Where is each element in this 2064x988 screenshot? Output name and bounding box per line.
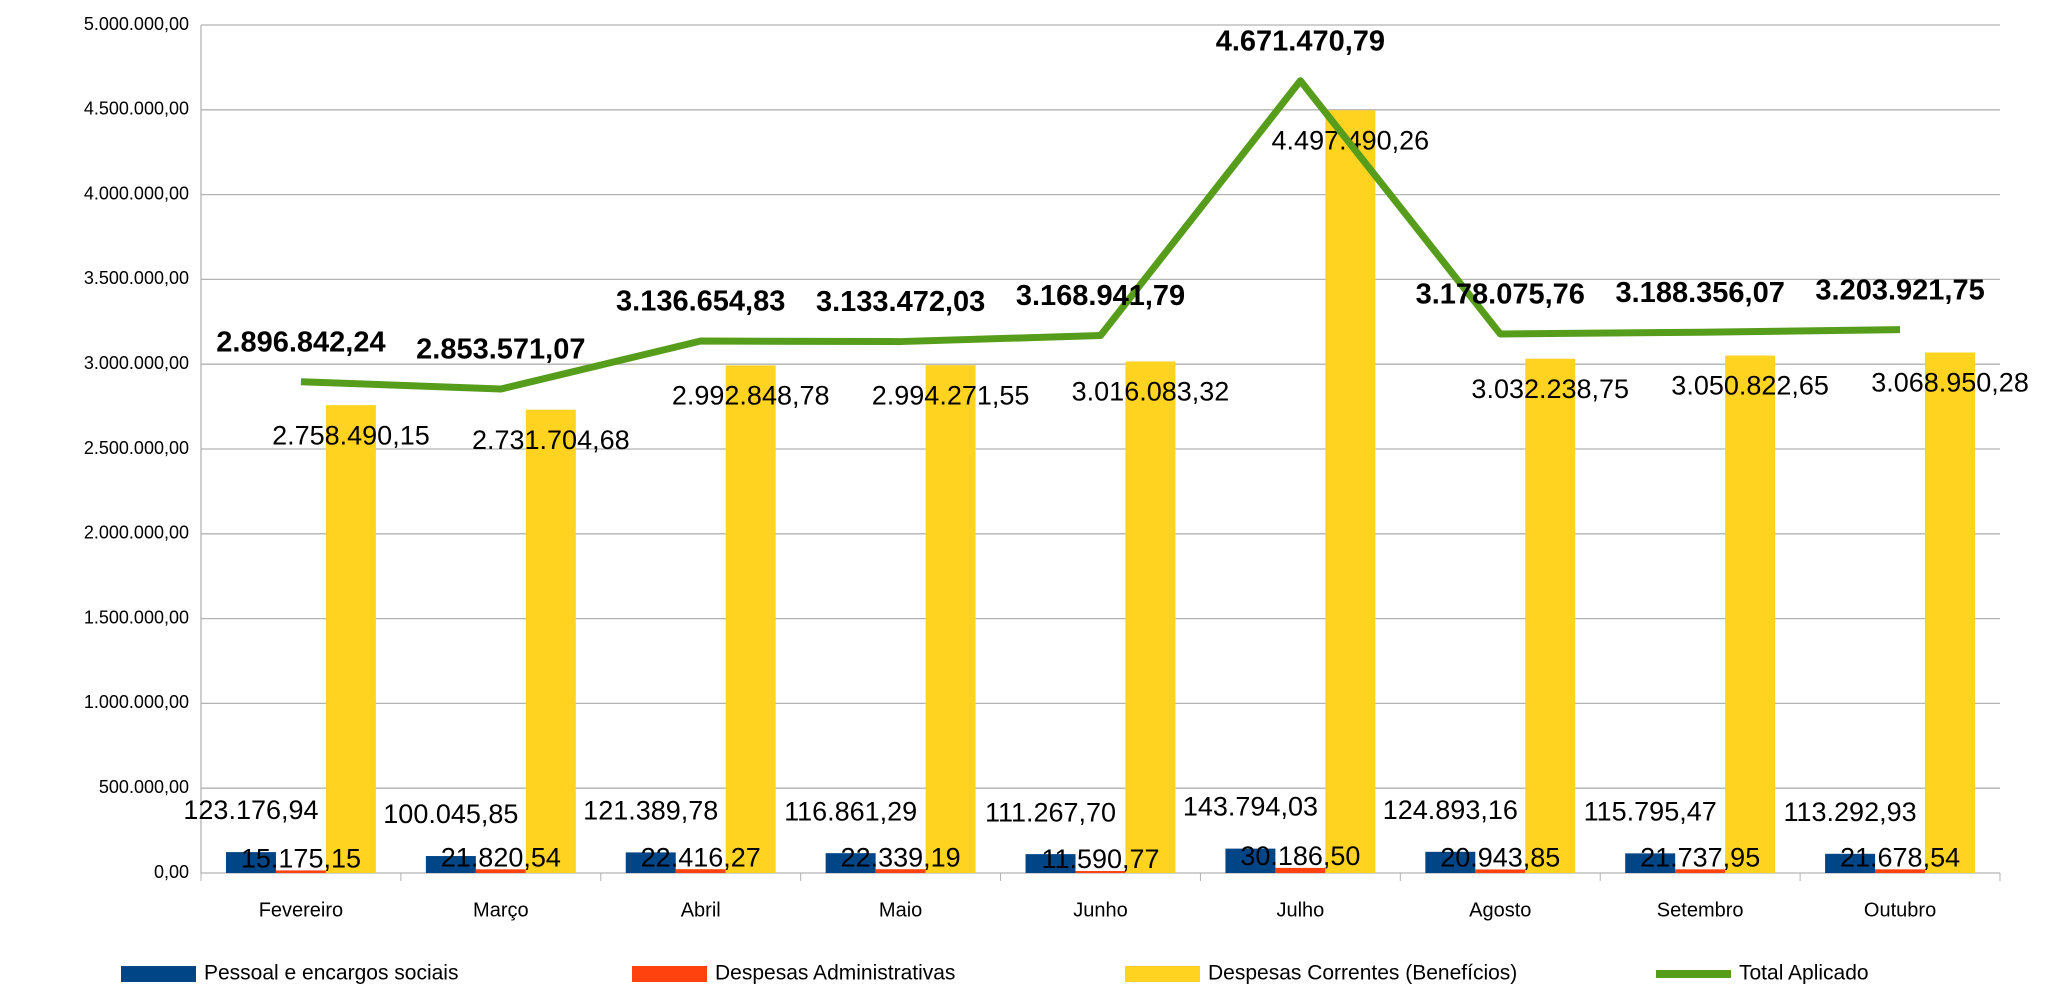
x-tick-label: Junho: [1073, 899, 1128, 921]
bar: [1275, 867, 1326, 873]
bar: [825, 853, 876, 873]
legend-label: Pessoal e encargos sociais: [204, 962, 458, 985]
bar: [1625, 853, 1676, 873]
bar: [1875, 869, 1926, 873]
legend-swatch: [121, 966, 196, 982]
data-label: 111.267,70: [985, 797, 1116, 827]
bar: [1075, 871, 1126, 873]
bar: [1125, 361, 1176, 873]
data-label: 22.416,27: [641, 842, 761, 872]
bar: [625, 852, 676, 873]
data-label: 3.016.083,32: [1072, 377, 1230, 407]
x-tick-label: Agosto: [1469, 899, 1531, 921]
data-label: 3.032.238,75: [1471, 374, 1629, 404]
y-tick-label: 4.500.000,00: [84, 99, 189, 119]
bar: [1825, 853, 1876, 873]
total-label: 2.896.842,24: [216, 326, 385, 358]
y-tick-label: 1.000.000,00: [84, 692, 189, 712]
y-tick-label: 2.500.000,00: [84, 438, 189, 458]
x-tick-label: Março: [473, 899, 529, 921]
data-label: 116.861,29: [784, 796, 917, 826]
data-label: 2.758.490,15: [272, 420, 430, 450]
legend-label: Despesas Administrativas: [715, 962, 955, 985]
data-label: 21.678,54: [1840, 842, 1960, 872]
y-tick-label: 4.000.000,00: [84, 183, 189, 203]
data-label: 2.992.848,78: [672, 381, 830, 411]
y-tick-label: 2.000.000,00: [84, 523, 189, 543]
data-label: 115.795,47: [1584, 796, 1717, 826]
bar: [1675, 869, 1726, 873]
total-label: 3.136.654,83: [616, 286, 785, 318]
line: [300, 77, 1901, 393]
bar: [1025, 854, 1076, 873]
bar: [925, 365, 976, 873]
bar: [1725, 355, 1776, 874]
data-label: 3.050.822,65: [1671, 371, 1829, 401]
total-label: 3.133.472,03: [816, 286, 985, 318]
legend-swatch: [1125, 966, 1200, 982]
total-label: 3.203.921,75: [1815, 274, 1984, 306]
bar: [1525, 358, 1576, 873]
bar: [525, 409, 576, 873]
x-tick-label: Abril: [681, 899, 721, 921]
data-label: 21.820,54: [441, 842, 561, 872]
data-label: 3.068.950,28: [1871, 368, 2029, 398]
data-label: 123.176,94: [183, 795, 318, 825]
data-label: 121.389,78: [583, 796, 718, 826]
y-tick-label: 3.500.000,00: [84, 268, 189, 288]
total-label: 3.188.356,07: [1616, 277, 1785, 309]
data-label: 22.339,19: [841, 842, 961, 872]
legend-swatch: [1656, 970, 1731, 978]
total-label: 2.853.571,07: [416, 334, 585, 366]
legend-label: Total Aplicado: [1739, 962, 1869, 985]
x-tick-label: Maio: [879, 899, 922, 921]
data-label: 15.175,15: [241, 844, 361, 874]
x-tick-label: Julho: [1276, 899, 1324, 921]
data-label: 2.994.271,55: [872, 380, 1030, 410]
bar: [325, 405, 376, 873]
bar: [875, 869, 926, 873]
y-tick-label: 0,00: [154, 862, 189, 882]
bar: [1225, 848, 1276, 873]
data-label: 11.590,77: [1041, 844, 1159, 874]
x-tick-label: Fevereiro: [259, 899, 343, 921]
legend-label: Despesas Correntes (Benefícios): [1208, 962, 1517, 985]
data-label: 21.737,95: [1640, 842, 1760, 872]
legend-swatch: [632, 966, 707, 982]
data-label: 100.045,85: [383, 799, 518, 829]
y-tick-label: 5.000.000,00: [84, 14, 189, 34]
x-tick-label: Setembro: [1657, 899, 1744, 921]
y-tick-label: 500.000,00: [99, 777, 189, 797]
bar: [475, 869, 526, 873]
data-label: 113.292,93: [1784, 797, 1917, 827]
y-tick-label: 3.000.000,00: [84, 353, 189, 373]
bar: [725, 365, 776, 873]
data-label: 124.893,16: [1383, 795, 1518, 825]
data-label: 143.794,03: [1183, 792, 1318, 822]
bar: [1475, 869, 1526, 873]
total-label: 4.671.470,79: [1216, 25, 1385, 57]
bar: [225, 852, 276, 873]
bar: [675, 869, 726, 873]
bar: [1925, 352, 1976, 873]
data-label: 30.186,50: [1240, 841, 1360, 871]
x-tick-label: Outubro: [1864, 899, 1936, 921]
data-label: 2.731.704,68: [472, 425, 630, 455]
y-tick-label: 1.500.000,00: [84, 607, 189, 627]
bar: [1325, 110, 1376, 874]
total-label: 3.168.941,79: [1016, 280, 1185, 312]
total-label: 3.178.075,76: [1416, 279, 1585, 311]
bar: [275, 870, 326, 873]
bar: [1425, 851, 1476, 873]
data-label: 20.943,85: [1440, 843, 1560, 873]
bar: [425, 856, 476, 873]
